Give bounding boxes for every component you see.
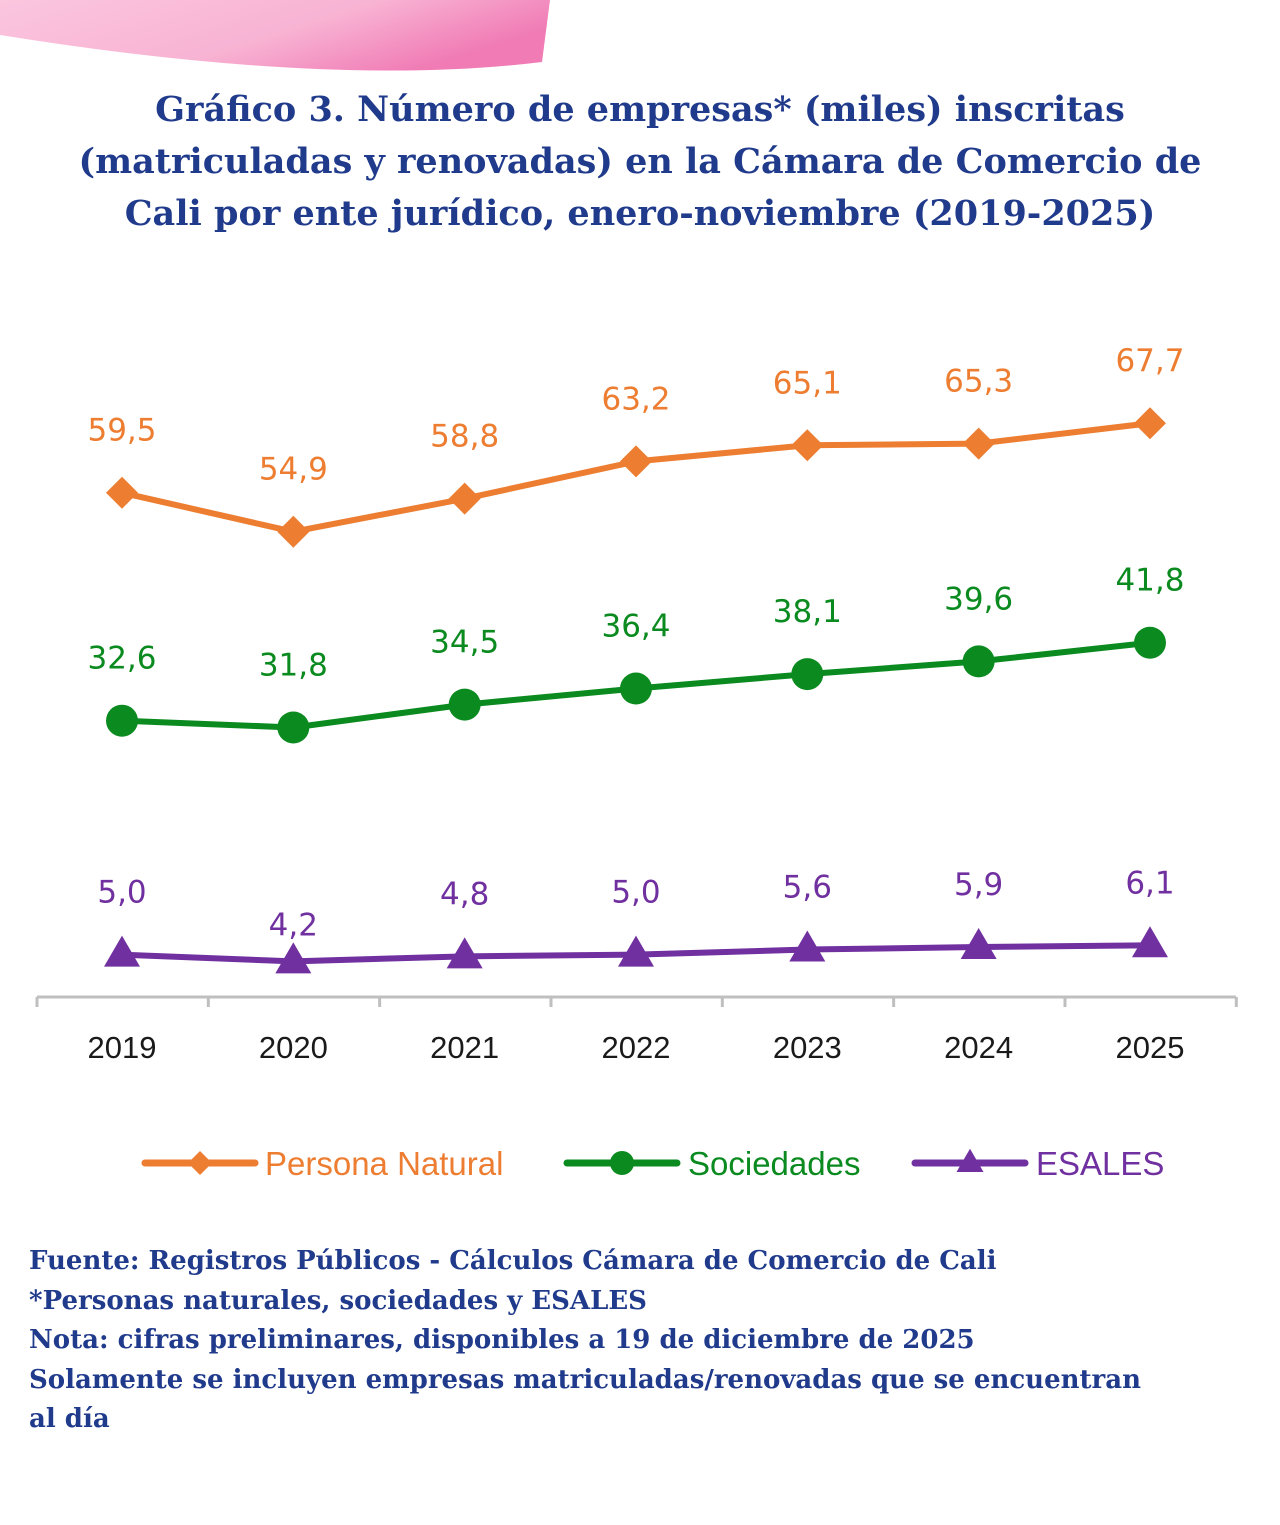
data-label: 5,0 xyxy=(97,875,146,911)
chart-title: Gráfico 3. Número de empresas* (miles) i… xyxy=(0,84,1280,240)
x-tick-label: 2024 xyxy=(944,1030,1013,1065)
data-point-circle xyxy=(1133,626,1166,659)
data-point-triangle xyxy=(275,942,312,974)
data-point-diamond xyxy=(962,427,995,460)
data-point-triangle xyxy=(446,937,483,969)
data-label: 4,8 xyxy=(440,876,489,912)
chart-footer: Fuente: Registros Públicos - Cálculos Cá… xyxy=(29,1242,1141,1440)
legend-marker-triangle xyxy=(956,1148,984,1172)
x-tick-label: 2025 xyxy=(1115,1030,1184,1065)
data-label: 36,4 xyxy=(601,609,670,645)
data-label: 54,9 xyxy=(259,452,328,488)
source-note: Fuente: Registros Públicos - Cálculos Cá… xyxy=(29,1246,997,1276)
data-label: 38,1 xyxy=(773,594,842,630)
data-point-triangle xyxy=(1131,926,1168,958)
data-label: 63,2 xyxy=(601,381,670,417)
data-point-circle xyxy=(962,645,995,678)
data-point-diamond xyxy=(277,515,310,548)
data-point-triangle xyxy=(104,935,140,967)
x-tick-label: 2022 xyxy=(602,1030,671,1065)
data-point-diamond xyxy=(1133,407,1166,440)
title-line: (matriculadas y renovadas) en la Cámara … xyxy=(78,141,1202,182)
x-tick-label: 2020 xyxy=(259,1030,328,1065)
data-label: 67,7 xyxy=(1115,343,1184,379)
data-label: 65,3 xyxy=(944,364,1013,400)
data-point-diamond xyxy=(791,429,824,462)
data-label: 31,8 xyxy=(259,647,328,683)
title-line: Cali por ente jurídico, enero-noviembre … xyxy=(124,193,1156,234)
data-point-diamond xyxy=(106,476,138,509)
data-label: 34,5 xyxy=(430,625,499,661)
footnote: *Personas naturales, sociedades y ESALES xyxy=(29,1285,647,1316)
x-tick-label: 2021 xyxy=(430,1030,499,1065)
data-label: 4,2 xyxy=(269,907,318,943)
data-label: 32,6 xyxy=(87,641,156,677)
data-point-diamond xyxy=(448,482,481,515)
data-label: 65,1 xyxy=(773,365,842,401)
title-line: Gráfico 3. Número de empresas* (miles) i… xyxy=(155,89,1125,130)
x-tick-label: 2019 xyxy=(88,1030,157,1065)
scope-note: Solamente se incluyen empresas matricula… xyxy=(29,1364,1141,1395)
data-label: 59,5 xyxy=(87,413,156,449)
data-point-triangle xyxy=(789,930,826,962)
data-label: 5,9 xyxy=(954,867,1003,903)
legend-label: ESALES xyxy=(1036,1145,1164,1182)
legend-marker-circle xyxy=(610,1151,634,1175)
data-point-triangle xyxy=(617,935,654,967)
scope-note-cont: al día xyxy=(29,1404,110,1434)
data-point-circle xyxy=(448,688,481,721)
data-label: 5,0 xyxy=(611,875,660,911)
data-point-circle xyxy=(106,704,138,737)
data-label: 58,8 xyxy=(430,419,499,455)
data-point-circle xyxy=(791,658,824,691)
decorative-pink-shape xyxy=(0,0,550,71)
data-point-circle xyxy=(619,672,652,705)
data-label: 39,6 xyxy=(944,581,1013,617)
x-tick-label: 2023 xyxy=(773,1030,842,1065)
data-point-diamond xyxy=(619,445,652,478)
data-point-circle xyxy=(277,711,310,744)
legend-marker-diamond xyxy=(188,1151,212,1175)
preliminary-note: Nota: cifras preliminares, disponibles a… xyxy=(29,1325,975,1355)
data-label: 41,8 xyxy=(1115,563,1184,599)
legend-label: Sociedades xyxy=(688,1145,860,1182)
data-point-triangle xyxy=(960,927,997,959)
data-label: 6,1 xyxy=(1125,865,1174,901)
data-label: 5,6 xyxy=(783,870,832,906)
legend-label: Persona Natural xyxy=(265,1145,503,1182)
